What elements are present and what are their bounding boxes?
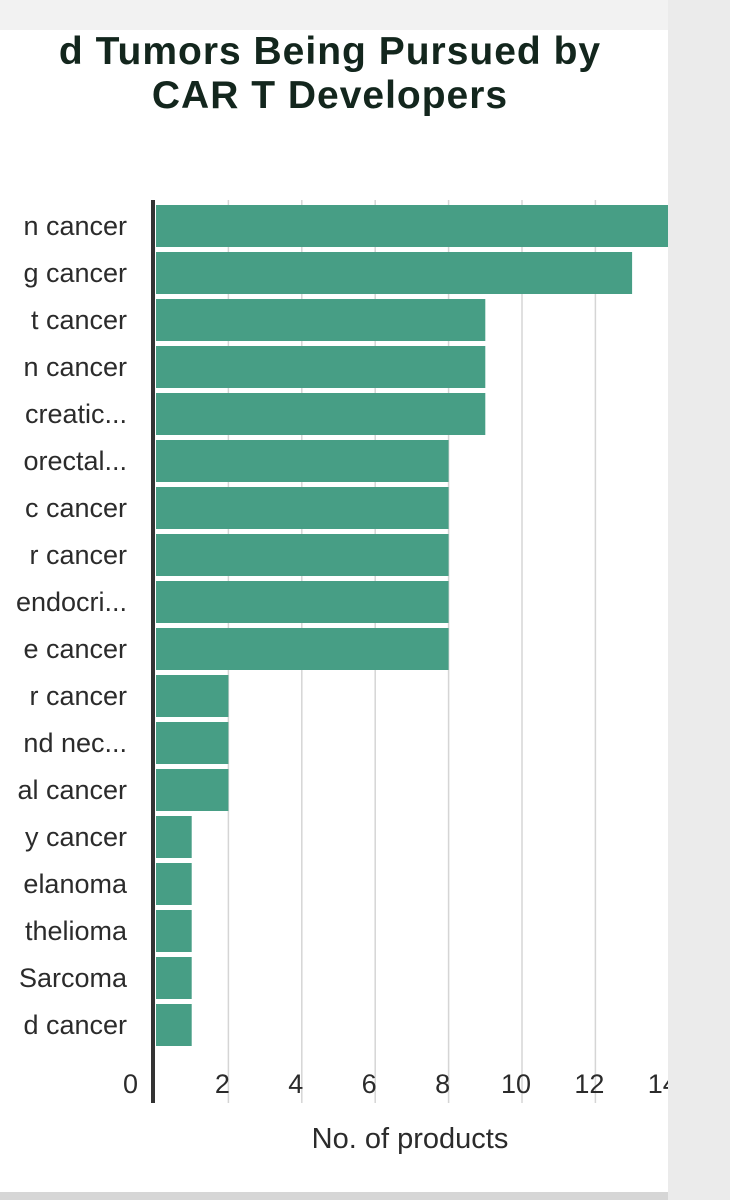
category-label-13: y cancer xyxy=(25,822,127,852)
x-tick-label-0: 0 xyxy=(123,1069,138,1099)
category-label-12: al cancer xyxy=(17,775,127,805)
bar-17 xyxy=(156,1004,192,1046)
bar-4 xyxy=(156,393,486,435)
category-label-5: orectal... xyxy=(23,446,127,476)
category-label-6: c cancer xyxy=(25,493,127,523)
bar-5 xyxy=(156,440,449,482)
bar-chart: n cancer g cancer t cancer n cancer creatic.… xyxy=(16,200,668,1155)
category-label-9: e cancer xyxy=(23,634,127,664)
x-tick-labels: 0 2 4 6 8 10 12 14 xyxy=(123,1069,668,1099)
bar-11 xyxy=(156,722,229,764)
category-label-14: elanoma xyxy=(23,869,128,899)
bar-12 xyxy=(156,769,229,811)
category-label-7: r cancer xyxy=(29,540,127,570)
bar-3 xyxy=(156,346,486,388)
top-bar xyxy=(0,0,668,30)
category-labels: n cancer g cancer t cancer n cancer creatic.… xyxy=(16,211,128,1040)
chart-title-line-1: d Tumors Being Pursued by xyxy=(58,30,602,73)
x-tick-label-5: 10 xyxy=(501,1069,531,1099)
bar-10 xyxy=(156,675,229,717)
x-tick-label-4: 8 xyxy=(435,1069,450,1099)
bottom-bar xyxy=(0,1192,668,1200)
category-label-3: n cancer xyxy=(23,352,127,382)
bar-14 xyxy=(156,863,192,905)
bar-7 xyxy=(156,534,449,576)
category-label-16: Sarcoma xyxy=(19,963,128,993)
bar-6 xyxy=(156,487,449,529)
bar-16 xyxy=(156,957,192,999)
x-tick-label-7: 14 xyxy=(648,1069,668,1099)
x-tick-label-2: 4 xyxy=(288,1069,303,1099)
category-label-0: n cancer xyxy=(23,211,127,241)
bar-0 xyxy=(156,205,668,247)
category-label-1: g cancer xyxy=(23,258,127,288)
bar-9 xyxy=(156,628,449,670)
x-axis-title: No. of products xyxy=(312,1123,509,1155)
x-tick-label-6: 12 xyxy=(574,1069,604,1099)
category-label-11: nd nec... xyxy=(23,728,127,758)
category-label-15: thelioma xyxy=(25,916,128,946)
category-label-8: endocri... xyxy=(16,587,127,617)
chart-title: d Tumors Being Pursued by CAR T Develope… xyxy=(0,30,730,118)
category-label-4: creatic... xyxy=(25,399,127,429)
chart-title-line-2: CAR T Developers xyxy=(151,74,509,117)
chart-card: d Tumors Being Pursued by CAR T Develope… xyxy=(0,0,668,1200)
bar-8 xyxy=(156,581,449,623)
x-tick-label-1: 2 xyxy=(215,1069,230,1099)
category-label-2: t cancer xyxy=(31,305,127,335)
bars xyxy=(156,205,668,1046)
x-tick-label-3: 6 xyxy=(362,1069,377,1099)
bar-15 xyxy=(156,910,192,952)
bar-2 xyxy=(156,299,486,341)
bar-1 xyxy=(156,252,633,294)
category-label-10: r cancer xyxy=(29,681,127,711)
category-label-17: d cancer xyxy=(23,1010,127,1040)
bar-13 xyxy=(156,816,192,858)
